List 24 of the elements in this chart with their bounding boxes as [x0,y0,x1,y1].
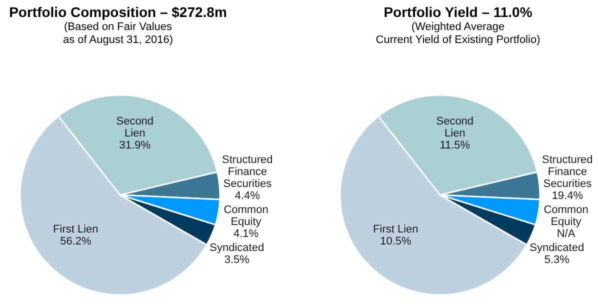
text: 11.5% [440,139,470,152]
data-label: 4.1% [233,228,259,240]
slice-label: Second Lien [116,115,154,140]
slice-label: Syndicated [530,242,584,254]
slice-label: Common Equity [224,204,268,228]
chart-title: Portfolio Yield – 11.0% [382,4,534,21]
slice-label: First Lien [373,223,418,236]
slice-label: Common Equity [544,204,588,228]
chart-subtitle: (Weighted Average Current Yield of Existing Portfolio) [374,21,542,47]
slice-label: Structured Finance Securities [542,154,593,190]
slice-label: Second Lien [436,115,474,140]
text: 5.3% [544,254,570,266]
slice-label: Syndicated [210,242,264,254]
chart-title: Portfolio Composition – $272.8m [8,4,228,21]
data-label: 4.4% [234,190,260,202]
text: N/A [556,228,576,240]
data-label: 3.5% [224,254,250,266]
data-label: 56.2% [60,235,92,248]
text: 10.5% [380,235,412,248]
text: 19.4% [552,190,584,202]
slice-label: First Lien [53,223,98,236]
data-label: 31.9% [119,139,151,152]
chart-subtitle: (Based on Fair Values as of August 31, 2016) [62,21,174,47]
slice-label: Structured Finance Securities [222,154,273,190]
